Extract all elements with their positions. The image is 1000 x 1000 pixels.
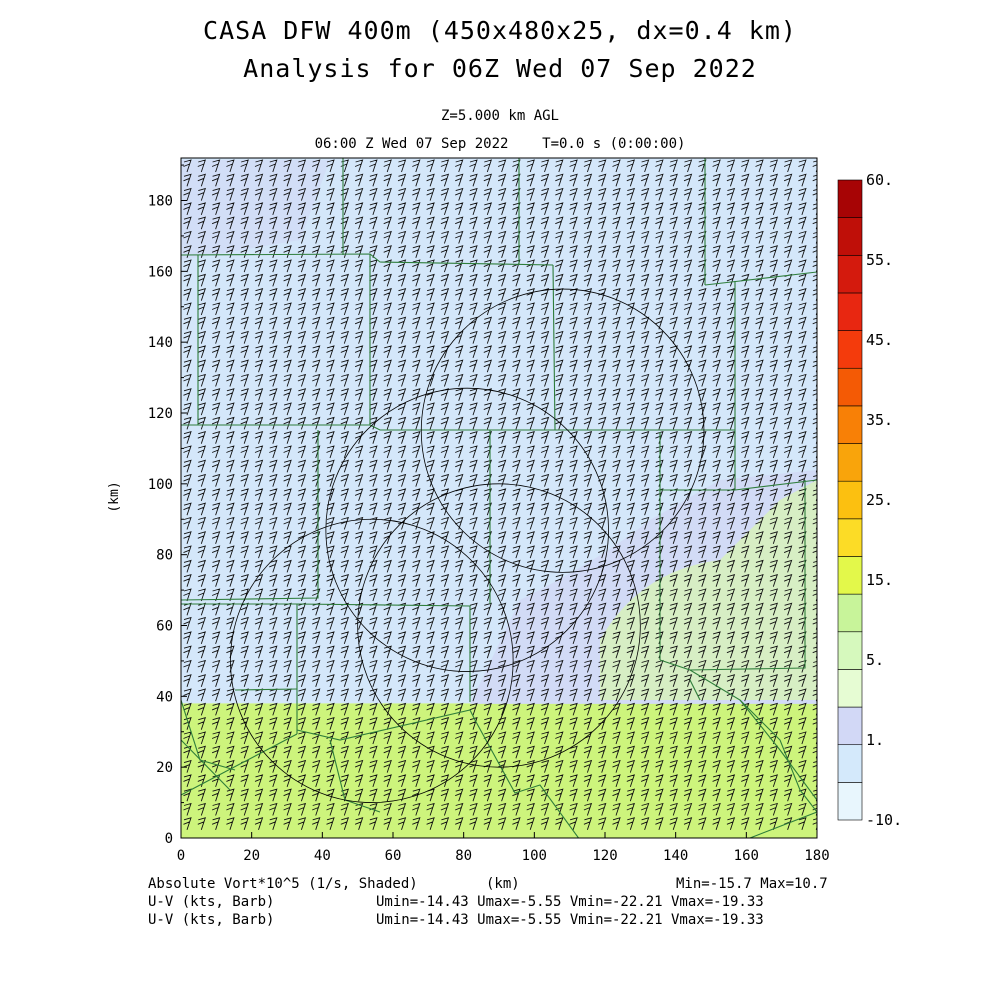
- x-tick-label: 160: [734, 848, 759, 864]
- colorbar-swatch: [837, 330, 863, 369]
- x-tick-label: 0: [177, 848, 185, 864]
- colorbar-swatch: [837, 405, 863, 444]
- colorbar-swatch: [837, 706, 863, 746]
- colorbar-swatch: [837, 443, 863, 482]
- wind-barbs: [183, 159, 817, 830]
- time-label: 06:00 Z Wed 07 Sep 2022 T=0.0 s (0:00:00…: [314, 136, 686, 152]
- vorticity-field: [181, 158, 817, 838]
- x-tick-label: 20: [243, 848, 260, 864]
- y-tick-label: 160: [148, 264, 173, 280]
- y-tick-label: 120: [148, 406, 173, 422]
- y-axis: 0 20 40 60 80 100 120 140 160 180: [148, 164, 187, 847]
- colorbar-label: 25.: [866, 491, 893, 509]
- colorbar-swatch: [837, 556, 863, 595]
- y-tick-label: 0: [165, 831, 173, 847]
- field-label: Absolute Vort*10^5 (1/s, Shaded): [148, 876, 418, 892]
- x-tick-label: 180: [804, 848, 829, 864]
- colorbar-swatch: [837, 254, 863, 294]
- county-boundaries: [181, 158, 817, 838]
- colorbar-swatch: [837, 179, 863, 218]
- wind-stats-1: Umin=-14.43 Umax=-5.55 Vmin=-22.21 Vmax=…: [376, 894, 764, 910]
- colorbar-label: 15.: [866, 571, 893, 589]
- vorticity-shading-lower: [181, 703, 817, 838]
- minmax-label: Min=-15.7 Max=10.7: [676, 876, 828, 892]
- plot-frame: [180, 157, 818, 839]
- y-tick-label: 100: [148, 477, 173, 493]
- y-tick-label: 40: [156, 689, 173, 705]
- colorbar-label: 60.: [866, 171, 893, 189]
- wind-label-1: U-V (kts, Barb): [148, 894, 275, 910]
- range-ring: [325, 387, 609, 672]
- x-axis: 0 20 40 60 80 100 120 140 160 180: [177, 832, 830, 864]
- y-tick-label: 20: [156, 760, 173, 776]
- colorbar-swatch: [837, 744, 863, 783]
- wind-label-2: U-V (kts, Barb): [148, 912, 275, 928]
- colorbar-label: 35.: [866, 411, 893, 429]
- colorbar-swatch: [837, 217, 863, 256]
- x-tick-label: 80: [455, 848, 472, 864]
- colorbar-swatch: [837, 518, 863, 557]
- colorbar-swatch: [837, 292, 863, 331]
- colorbar-swatch: [837, 480, 863, 520]
- x-tick-label: 60: [385, 848, 402, 864]
- colorbar-swatch: [837, 593, 863, 633]
- level-label: Z=5.000 km AGL: [440, 108, 559, 124]
- range-ring: [420, 288, 705, 573]
- vorticity-shading-blob: [600, 480, 817, 700]
- colorbar-label: 55.: [866, 251, 893, 269]
- title-line-1: CASA DFW 400m (450x480x25, dx=0.4 km): [203, 16, 797, 45]
- radar-range-rings: [230, 288, 705, 803]
- colorbar-swatch: [837, 669, 863, 708]
- x-tick-label: 140: [663, 848, 688, 864]
- colorbar-label: 45.: [866, 331, 893, 349]
- x-tick-label: 120: [592, 848, 617, 864]
- y-tick-label: 60: [156, 619, 173, 635]
- y-tick-label: 80: [156, 548, 173, 564]
- y-tick-label: 140: [148, 335, 173, 351]
- wind-barb-field: [183, 159, 817, 830]
- x-tick-label: 100: [522, 848, 547, 864]
- x-tick-label: 40: [314, 848, 331, 864]
- y-tick-label: 180: [148, 194, 173, 210]
- title-line-2: Analysis for 06Z Wed 07 Sep 2022: [243, 54, 757, 83]
- range-ring: [230, 518, 514, 803]
- colorbar-label: 5.: [866, 651, 884, 669]
- colorbar: 60. 55. 45. 35. 25. 15. 5. 1. -10.: [837, 171, 902, 829]
- colorbar-swatch: [837, 367, 863, 407]
- wind-stats-2: Umin=-14.43 Umax=-5.55 Vmin=-22.21 Vmax=…: [376, 912, 764, 928]
- x-axis-label: (km): [486, 876, 520, 892]
- y-axis-label: (km): [107, 481, 122, 512]
- range-ring: [357, 483, 641, 768]
- colorbar-label: 1.: [866, 731, 884, 749]
- colorbar-label: -10.: [866, 811, 902, 829]
- colorbar-swatch: [837, 631, 863, 670]
- colorbar-swatch: [837, 782, 863, 821]
